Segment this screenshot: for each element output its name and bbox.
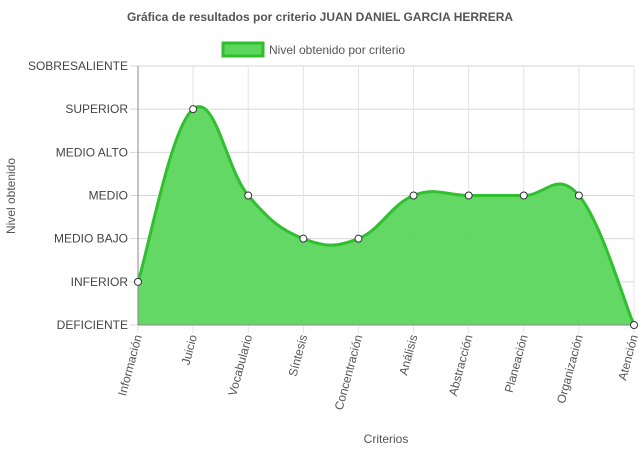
y-tick-label: SUPERIOR <box>65 102 128 116</box>
x-tick-label: Abstracción <box>446 333 476 397</box>
x-tick-label: Planeación <box>502 333 531 394</box>
y-tick-label: MEDIO BAJO <box>54 232 128 246</box>
y-axis-title: Nivel obtenido <box>4 158 18 234</box>
y-tick-label: MEDIO <box>89 189 128 203</box>
legend-swatch <box>221 41 265 58</box>
data-point[interactable] <box>244 191 253 200</box>
legend-label: Nivel obtenido por criterio <box>269 43 405 57</box>
data-point[interactable] <box>299 234 308 243</box>
y-tick-label: MEDIO ALTO <box>56 145 128 159</box>
y-tick-label: INFERIOR <box>71 275 129 289</box>
x-tick-label: Concentración <box>332 333 366 411</box>
x-axis-title: Criterios <box>364 432 409 446</box>
x-tick-label: Vocabulario <box>225 333 255 398</box>
x-tick-label: Atención <box>615 333 639 382</box>
legend[interactable]: Nivel obtenido por criterio <box>221 41 405 58</box>
y-tick-label: DEFICIENTE <box>57 318 128 332</box>
data-point[interactable] <box>519 191 528 200</box>
x-tick-label: Juicio <box>179 333 201 367</box>
y-tick-label: SOBRESALIENTE <box>28 59 128 73</box>
series-area <box>136 105 636 326</box>
data-point[interactable] <box>574 191 583 200</box>
x-tick-label: Análisis <box>396 333 420 377</box>
x-tick-label: Información <box>115 333 145 397</box>
x-tick-label: Organización <box>554 333 586 405</box>
data-point[interactable] <box>409 191 418 200</box>
data-point[interactable] <box>189 105 198 114</box>
data-point[interactable] <box>630 321 638 329</box>
chart-title: Gráfica de resultados por criterio JUAN … <box>127 10 513 24</box>
y-tick-labels: DEFICIENTE INFERIOR MEDIO BAJO MEDIO MEDIO A… <box>28 59 128 332</box>
x-tick-label: Síntesis <box>286 333 311 378</box>
data-point[interactable] <box>354 234 363 243</box>
x-tick-labels: Información Juicio Vocabulario Síntesis Conc… <box>115 333 639 412</box>
data-point[interactable] <box>464 191 473 200</box>
series-area-fill <box>138 106 634 326</box>
data-point[interactable] <box>134 277 142 286</box>
data-points <box>134 105 638 329</box>
series-line <box>136 105 636 326</box>
